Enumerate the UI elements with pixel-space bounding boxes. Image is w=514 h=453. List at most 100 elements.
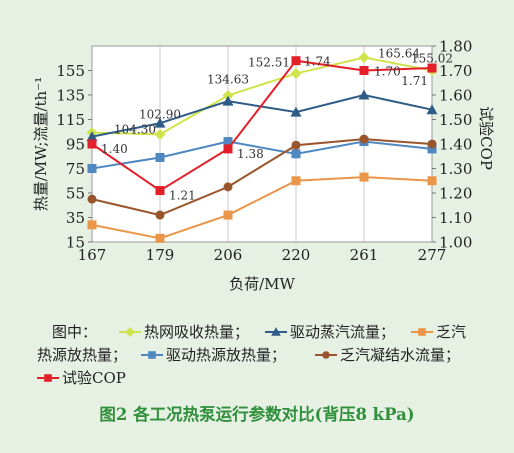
data-label: 102.90 — [139, 107, 181, 121]
data-point-cop — [359, 66, 369, 75]
series-line-heat_absorb — [91, 56, 433, 136]
y-left-axis-title: 热量/MW;流量/th⁻¹ — [32, 77, 50, 211]
data-label: 152.51 — [248, 56, 290, 70]
series-line-exhaust_heat — [91, 176, 433, 240]
data-point-cop — [291, 56, 301, 66]
legend-item-label: 试验COP — [62, 369, 126, 387]
y-right-tick-label: 1.60 — [439, 87, 472, 105]
y-left-tick-label: 75 — [66, 160, 85, 178]
data-label: 1.38 — [237, 147, 264, 161]
legend-symbol — [44, 374, 52, 382]
series-condensate — [87, 134, 437, 220]
data-point-drive_steam — [222, 95, 234, 106]
data-point-drive_heat — [155, 152, 165, 162]
data-label: 165.64 — [378, 46, 420, 60]
legend-symbol — [148, 351, 156, 359]
data-point-drive_steam — [426, 104, 438, 115]
legend-item-label: 乏汽 — [436, 323, 467, 341]
x-tick-label: 167 — [78, 246, 107, 264]
data-point-exhaust_heat — [223, 210, 233, 220]
data-label: 1.71 — [401, 74, 428, 88]
x-tick-label: 261 — [350, 246, 379, 264]
data-point-cop — [87, 139, 97, 149]
figure-caption: 图2 各工况热泵运行参数对比(背压8 kPa) — [99, 405, 415, 424]
series-line-condensate — [91, 138, 433, 217]
y-left-tick-label: 55 — [66, 185, 85, 203]
data-label: 134.63 — [207, 72, 249, 86]
series-exhaust_heat — [87, 172, 437, 243]
legend-item-label: 热源放热量； — [37, 346, 128, 364]
data-point-drive_heat — [427, 144, 437, 154]
y-right-axis-title: 试验COP — [477, 106, 495, 170]
y-right-tick-label: 1.30 — [439, 160, 472, 178]
data-label: 155.02 — [411, 51, 453, 65]
x-axis-title: 负荷/MW — [229, 275, 295, 293]
legend-marker-heat_absorb — [119, 327, 141, 337]
data-label: 1.21 — [169, 189, 196, 203]
data-point-condensate — [291, 140, 301, 150]
series-drive_steam — [86, 89, 438, 142]
data-point-heat_absorb — [290, 68, 302, 80]
data-label: 1.70 — [374, 65, 401, 79]
y-left-tick-label: 95 — [66, 136, 85, 154]
data-label: 1.40 — [101, 142, 128, 156]
series-line-drive_heat — [91, 140, 433, 170]
legend-prefix: 图中： — [52, 323, 98, 341]
legend-marker-exhaust_heat — [411, 328, 433, 336]
legend-symbol — [125, 327, 135, 337]
legend-symbol — [418, 328, 426, 336]
data-point-condensate — [359, 134, 369, 144]
y-left-tick-label: 35 — [66, 209, 85, 227]
legend-marker-cop — [37, 374, 59, 382]
x-tick-label: 220 — [282, 246, 311, 264]
y-left-tick-label: 115 — [56, 111, 85, 129]
data-point-condensate — [223, 182, 233, 192]
plot-area — [92, 46, 432, 242]
y-right-tick-label: 1.40 — [439, 136, 472, 154]
data-label: 1.74 — [304, 55, 331, 69]
y-left-tick-label: 155 — [56, 62, 85, 80]
series-heat_absorb — [86, 51, 438, 140]
data-point-drive_heat — [291, 149, 301, 159]
y-left-tick-label: 135 — [56, 87, 85, 105]
data-point-exhaust_heat — [359, 172, 369, 182]
data-point-drive_steam — [154, 117, 166, 128]
y-left-tick-label: 15 — [66, 234, 85, 252]
data-point-exhaust_heat — [291, 176, 301, 186]
legend-item-label: 驱动蒸汽流量； — [290, 323, 396, 341]
legend-item-label: 热网吸收热量； — [144, 323, 250, 341]
data-point-heat_absorb — [358, 51, 370, 63]
legend-symbol — [271, 327, 281, 336]
data-point-heat_absorb — [222, 89, 234, 101]
data-point-drive_steam — [290, 106, 302, 117]
x-tick-label: 206 — [214, 246, 243, 264]
legend-item-label: 驱动热源放热量； — [166, 346, 287, 364]
data-point-condensate — [427, 139, 437, 149]
y-right-tick-label: 1.00 — [439, 234, 472, 252]
data-point-cop — [155, 186, 165, 196]
series-cop — [87, 56, 437, 196]
line-chart: 15 35 55 75 95 115 135 155 1.00 1.10 1.20 1.30 1.40 1… — [32, 38, 495, 294]
series-line-drive_steam — [91, 93, 433, 138]
data-point-drive_steam — [86, 131, 98, 142]
data-point-heat_absorb — [154, 128, 166, 140]
data-point-condensate — [155, 210, 165, 220]
x-tick-label: 277 — [418, 246, 447, 264]
y-right-tick-label: 1.70 — [439, 62, 472, 80]
data-point-exhaust_heat — [427, 176, 437, 186]
data-point-condensate — [87, 194, 97, 204]
y-right-tick-label: 1.20 — [439, 185, 472, 203]
data-point-drive_heat — [87, 164, 97, 173]
y-right-tick-label: 1.80 — [439, 38, 472, 56]
legend-marker-drive_steam — [265, 327, 287, 336]
data-point-drive_steam — [358, 89, 370, 100]
data-label: 104.30 — [114, 123, 156, 137]
legend-marker-condensate — [315, 351, 337, 359]
data-point-exhaust_heat — [87, 220, 97, 230]
legend-item-label: 乏汽凝结水流量； — [340, 346, 461, 364]
data-point-cop — [223, 144, 233, 154]
data-point-cop — [427, 63, 437, 73]
series-line-cop — [91, 59, 433, 192]
y-right-tick-label: 1.10 — [439, 209, 472, 227]
x-tick-label: 179 — [146, 246, 175, 264]
